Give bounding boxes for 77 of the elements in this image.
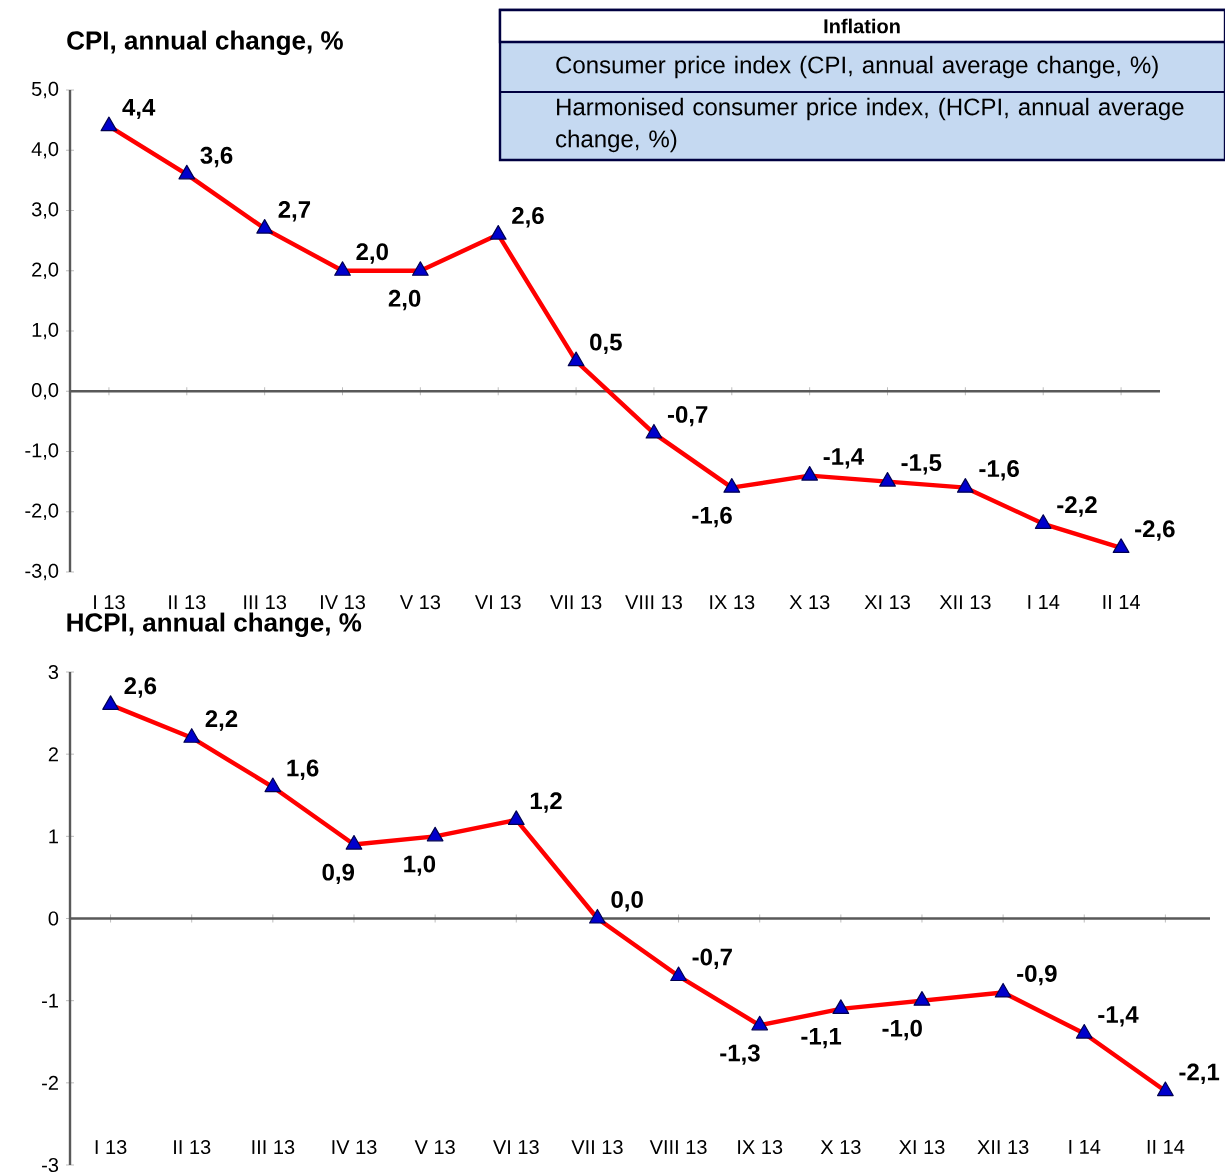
x-tick-label: II 13 [174,1139,211,1155]
data-label: 0,9 [322,863,355,885]
data-label: 2,0 [356,243,388,264]
x-tick-label: I 14 [1028,595,1060,609]
y-tick-label: -3,0 [25,563,59,581]
x-tick-label: XII 13 [977,1139,1029,1155]
y-tick-label: -1,0 [25,443,59,460]
data-label: 2,6 [124,677,157,698]
x-tick-label: IV 13 [332,1139,377,1155]
y-tick-label: -2 [42,1075,58,1090]
data-label: -0,7 [692,948,732,969]
x-tick-label: XII 13 [939,595,991,610]
y-tick-label: 2 [48,747,58,762]
data-label: 1,0 [404,855,436,876]
x-tick-label: III 13 [252,1139,295,1155]
x-tick-label: II 14 [1103,595,1140,609]
x-tick-label: I 13 [94,595,125,610]
data-label: -1,3 [720,1044,760,1065]
x-tick-label: XI 13 [899,1139,945,1155]
data-label: -0,9 [1017,964,1057,986]
data-label: 3,6 [200,146,233,168]
x-tick-label: II 14 [1147,1139,1185,1154]
chart-title: HCPI, annual change, % [67,612,362,637]
x-tick-label: VI 13 [493,1139,539,1155]
data-label: 0,5 [590,333,622,355]
x-tick-label: IX 13 [710,595,755,610]
x-tick-label: IX 13 [738,1139,783,1155]
data-label: -1,6 [979,460,1019,481]
data-label: -1,4 [823,448,864,469]
y-tick-label: 4,0 [31,142,59,159]
y-tick-label: -1 [42,993,58,1008]
y-tick-label: 2,0 [32,262,59,280]
x-tick-label: IV 13 [321,595,365,610]
x-tick-label: V 13 [399,595,441,610]
x-tick-label: III 13 [244,595,287,610]
y-tick-label: -2,0 [25,503,59,521]
x-tick-label: XI 13 [864,595,910,610]
x-tick-label: I 14 [1069,1139,1101,1154]
data-label: 0,0 [611,890,643,912]
x-tick-label: VIII 13 [649,1139,707,1155]
x-tick-label: VIII 13 [625,595,682,610]
y-tick-label: -3 [42,1157,59,1173]
data-label: -2,2 [1057,496,1097,517]
text: Inflation [824,18,900,34]
data-label: -1,6 [692,506,732,528]
y-tick-label: 3,0 [31,202,59,219]
x-tick-label: VII 13 [550,595,602,610]
text: Consumer price index (CPI, annual average change, %) [556,55,1158,79]
x-tick-label: VII 13 [571,1139,623,1155]
x-tick-label: II 13 [169,595,206,610]
x-tick-label: I 13 [95,1139,127,1155]
data-label: 2,2 [205,710,238,731]
data-label: -0,7 [667,405,708,427]
y-tick-label: 1,0 [32,322,59,340]
chart-title: CPI, annual change, % [67,30,343,55]
y-tick-label: 1 [49,829,58,844]
y-tick-label: 5,0 [31,81,59,99]
data-label: 2,6 [512,207,544,228]
annotation: Harmonised consumer price index, (HCPI, annual average change, %) [556,97,1184,153]
data-label: -1,0 [882,1019,922,1041]
data-label: -1,5 [901,454,942,475]
x-tick-label: V 13 [414,1139,455,1155]
y-tick-label: 3 [48,664,59,680]
data-label: -2,1 [1179,1063,1220,1084]
data-label: 2,0 [388,289,421,311]
y-tick-label: 0,0 [31,383,59,400]
x-tick-label: X 13 [820,1139,861,1155]
data-label: -2,6 [1135,520,1175,541]
data-label: -1,1 [801,1027,842,1049]
data-label: 2,7 [278,201,311,222]
data-label: -1,4 [1098,1006,1139,1027]
x-tick-label: VI 13 [474,595,521,610]
data-label: 4,4 [122,98,156,120]
y-tick-label: 0 [48,911,59,926]
x-tick-label: X 13 [789,595,830,610]
data-label: 1,6 [287,759,319,780]
data-label: 1,2 [530,792,562,813]
